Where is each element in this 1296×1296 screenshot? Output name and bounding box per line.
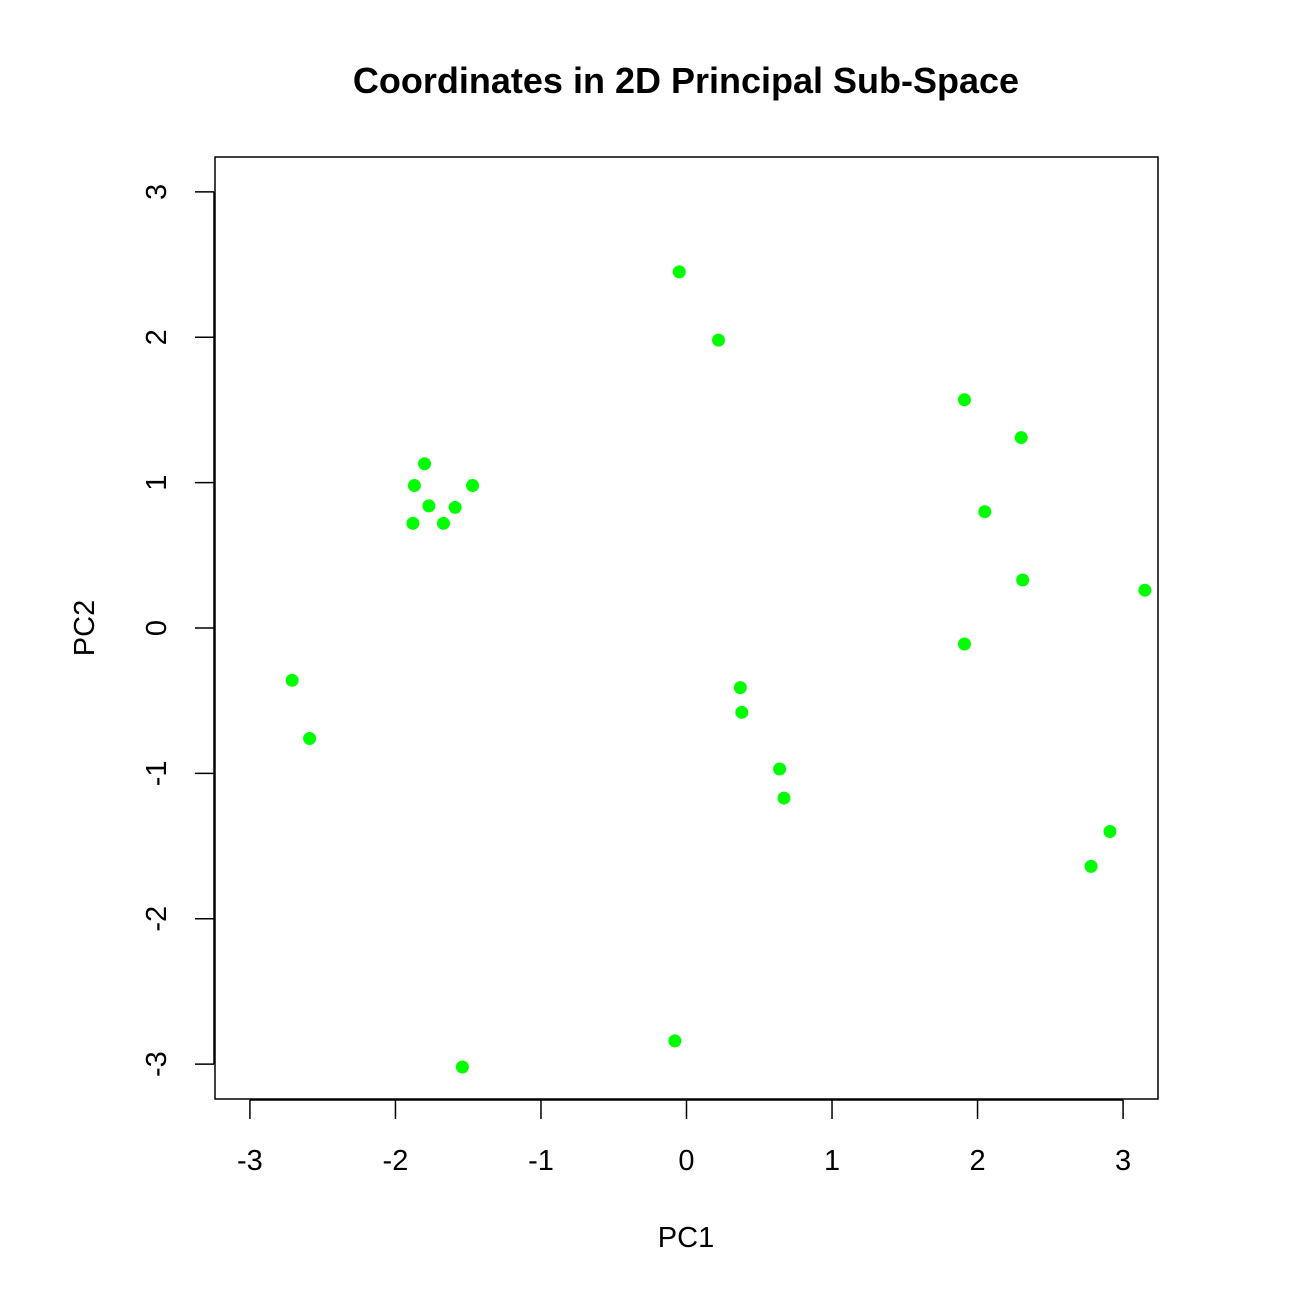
y-tick-label: -1 xyxy=(141,760,173,786)
data-point xyxy=(285,673,299,687)
data-point xyxy=(733,681,747,695)
data-point xyxy=(407,479,421,493)
data-point xyxy=(773,762,787,776)
y-tick-label: 2 xyxy=(141,329,173,345)
x-tick-label: 0 xyxy=(678,1145,694,1177)
y-tick-label: 0 xyxy=(141,620,173,636)
data-point xyxy=(1138,583,1152,597)
data-point xyxy=(466,479,480,493)
data-points xyxy=(285,265,1152,1074)
x-tick-label: -3 xyxy=(237,1145,263,1177)
data-point xyxy=(1016,573,1030,587)
data-point xyxy=(303,731,317,745)
plot-frame xyxy=(214,156,1159,1100)
x-tick-label: 2 xyxy=(969,1145,985,1177)
x-tick-label: -2 xyxy=(383,1145,409,1177)
x-axis: -3 -2 -1 0 1 2 3 xyxy=(237,1099,1131,1177)
data-point xyxy=(672,265,686,279)
data-point xyxy=(957,393,971,407)
data-point xyxy=(668,1034,682,1048)
data-point xyxy=(436,516,450,530)
data-point xyxy=(1084,859,1098,873)
y-tick-label: 1 xyxy=(141,475,173,491)
y-tick-label: -2 xyxy=(141,906,173,932)
y-tick-label: -3 xyxy=(141,1051,173,1077)
data-point xyxy=(422,499,436,513)
x-tick-label: 3 xyxy=(1115,1145,1131,1177)
data-point xyxy=(1014,431,1028,445)
data-point xyxy=(735,705,749,719)
data-point xyxy=(455,1060,469,1074)
chart-title: Coordinates in 2D Principal Sub-Space xyxy=(353,60,1019,101)
y-axis-label: PC2 xyxy=(69,600,101,656)
x-axis-label: PC1 xyxy=(658,1222,714,1254)
data-point xyxy=(712,333,726,347)
data-point xyxy=(448,500,462,514)
data-point xyxy=(406,516,420,530)
x-tick-label: -1 xyxy=(528,1145,554,1177)
data-point xyxy=(978,505,992,519)
x-tick-label: 1 xyxy=(824,1145,840,1177)
data-point xyxy=(1103,825,1117,839)
y-axis: -3 -2 -1 0 1 2 3 xyxy=(141,184,215,1077)
data-point xyxy=(418,457,432,471)
data-point xyxy=(777,791,791,805)
y-tick-label: 3 xyxy=(141,184,173,200)
data-point xyxy=(957,637,971,651)
